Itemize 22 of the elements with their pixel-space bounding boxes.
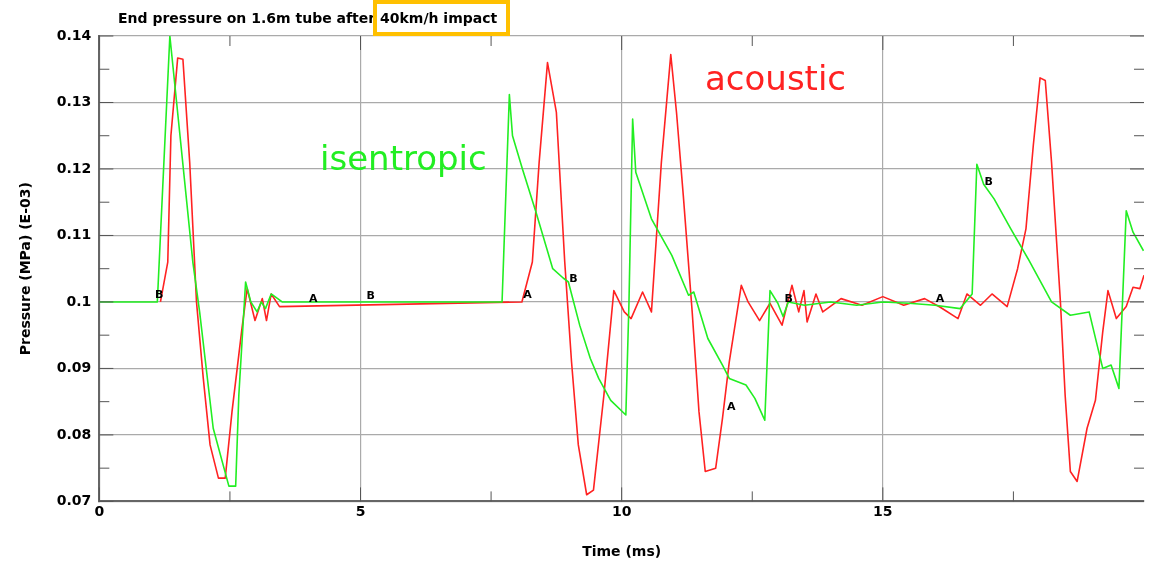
chart-title: End pressure on 1.6m tube after 40km/h impact xyxy=(118,10,498,26)
series-label: acoustic xyxy=(705,58,847,98)
y-tick-label: 0.11 xyxy=(56,226,92,243)
annotation: B xyxy=(984,174,993,188)
annotation: B xyxy=(569,272,578,286)
annotation: B xyxy=(366,288,375,302)
y-axis-title: Pressure (MPa) (E-03) xyxy=(17,182,34,356)
x-tick-label: 15 xyxy=(873,503,893,520)
y-tick-label: 0.08 xyxy=(56,425,92,442)
x-tick-label: 10 xyxy=(611,503,632,520)
x-tick-label: 0 xyxy=(94,503,105,520)
y-tick-label: 0.07 xyxy=(56,492,92,509)
y-tick-label: 0.1 xyxy=(66,292,92,309)
series-label: isentropic xyxy=(320,138,487,178)
x-axis-title: Time (ms) xyxy=(582,543,662,560)
x-tick-label: 5 xyxy=(355,503,366,520)
annotation: A xyxy=(935,292,945,306)
y-tick-label: 0.12 xyxy=(56,159,92,176)
y-tick-label: 0.14 xyxy=(56,26,92,43)
y-tick-label: 0.09 xyxy=(56,359,92,376)
y-tick-label: 0.13 xyxy=(56,93,92,110)
annotation: A xyxy=(726,400,736,414)
